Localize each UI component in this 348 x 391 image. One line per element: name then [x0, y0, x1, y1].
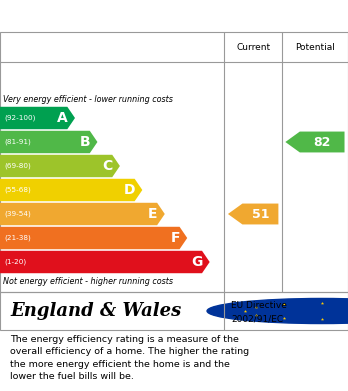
- Polygon shape: [0, 107, 75, 129]
- Polygon shape: [285, 131, 345, 152]
- Text: England & Wales: England & Wales: [10, 302, 182, 320]
- Text: B: B: [79, 135, 90, 149]
- Text: Energy Efficiency Rating: Energy Efficiency Rating: [7, 9, 217, 23]
- Text: A: A: [57, 111, 68, 125]
- Text: G: G: [191, 255, 203, 269]
- Circle shape: [207, 298, 348, 323]
- Text: Potential: Potential: [295, 43, 335, 52]
- Text: (1-20): (1-20): [4, 259, 26, 265]
- Text: 82: 82: [314, 136, 331, 149]
- Text: 51: 51: [252, 208, 269, 221]
- Text: D: D: [124, 183, 135, 197]
- Polygon shape: [0, 203, 165, 225]
- Text: F: F: [171, 231, 180, 245]
- Polygon shape: [0, 179, 142, 201]
- Text: C: C: [102, 159, 113, 173]
- Text: (21-38): (21-38): [4, 235, 31, 241]
- Polygon shape: [0, 251, 209, 273]
- Text: 2002/91/EC: 2002/91/EC: [231, 315, 284, 324]
- Text: (55-68): (55-68): [4, 187, 31, 193]
- Text: (39-54): (39-54): [4, 211, 31, 217]
- Text: Very energy efficient - lower running costs: Very energy efficient - lower running co…: [3, 95, 173, 104]
- Text: Current: Current: [236, 43, 270, 52]
- Polygon shape: [0, 131, 97, 153]
- Text: (69-80): (69-80): [4, 163, 31, 169]
- Text: The energy efficiency rating is a measure of the
overall efficiency of a home. T: The energy efficiency rating is a measur…: [10, 335, 250, 381]
- Text: (92-100): (92-100): [4, 115, 35, 121]
- Text: Not energy efficient - higher running costs: Not energy efficient - higher running co…: [3, 276, 174, 285]
- Polygon shape: [228, 204, 278, 224]
- Text: E: E: [148, 207, 157, 221]
- Text: EU Directive: EU Directive: [231, 301, 287, 310]
- Polygon shape: [0, 227, 187, 249]
- Polygon shape: [0, 155, 120, 177]
- Text: (81-91): (81-91): [4, 139, 31, 145]
